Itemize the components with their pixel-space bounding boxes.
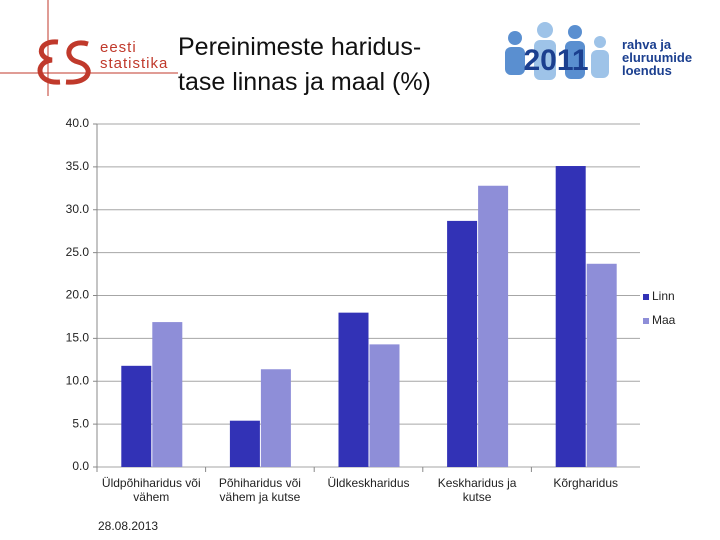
- svg-text:2011: 2011: [523, 44, 588, 77]
- logo-glyph: [65, 40, 91, 85]
- logo-glyph: [37, 39, 61, 85]
- bar: [447, 220, 478, 467]
- title-line: tase linnas ja maal (%): [178, 68, 431, 96]
- y-tick-label: 15.0: [66, 331, 90, 345]
- logo-text: rahva ja eluruumide loendus: [622, 38, 692, 77]
- legend-swatch: [643, 294, 649, 300]
- y-tick-label: 40.0: [66, 116, 90, 130]
- census-logo: 2011: [505, 22, 609, 80]
- bar: [229, 420, 260, 467]
- logo-line: rahva ja: [622, 37, 672, 52]
- bar: [121, 365, 152, 467]
- y-tick-label: 5.0: [72, 416, 89, 430]
- bar: [338, 312, 369, 467]
- logo-text: eesti statistika: [100, 40, 168, 72]
- logo-line: loendus: [622, 63, 672, 78]
- chart-title: Pereinimeste haridus-tase linnas ja maal…: [178, 30, 431, 100]
- bar: [369, 344, 400, 467]
- x-tick-label: Kõrgharidus: [553, 476, 619, 490]
- y-tick-label: 20.0: [66, 288, 90, 302]
- x-tick-label: Keskharidus ja kutse: [437, 476, 517, 504]
- x-tick-label: Üldkeskharidus: [327, 476, 410, 490]
- y-tick-label: 30.0: [66, 202, 90, 216]
- logo-line: statistika: [100, 55, 169, 72]
- bar: [260, 369, 291, 467]
- bar: [478, 185, 509, 468]
- bar: [555, 166, 586, 467]
- logo-line: eesti: [100, 39, 137, 56]
- date: 28.08.2013: [98, 519, 159, 533]
- y-tick-label: 35.0: [66, 159, 90, 173]
- x-tick-label: Üldpõhiharidus või vähem: [101, 476, 201, 504]
- y-tick-label: 0.0: [72, 459, 89, 473]
- logo-line: eluruumide: [622, 50, 693, 65]
- x-tick-label: Põhiharidus või vähem ja kutse: [218, 476, 301, 504]
- bar: [152, 322, 183, 467]
- legend-label: Maa: [652, 313, 676, 327]
- legend-swatch: [643, 318, 649, 324]
- title-line: Pereinimeste haridus-: [178, 33, 422, 61]
- y-tick-label: 10.0: [66, 373, 90, 387]
- legend-label: Linn: [652, 289, 675, 303]
- bar: [586, 263, 617, 467]
- y-tick-label: 25.0: [66, 245, 90, 259]
